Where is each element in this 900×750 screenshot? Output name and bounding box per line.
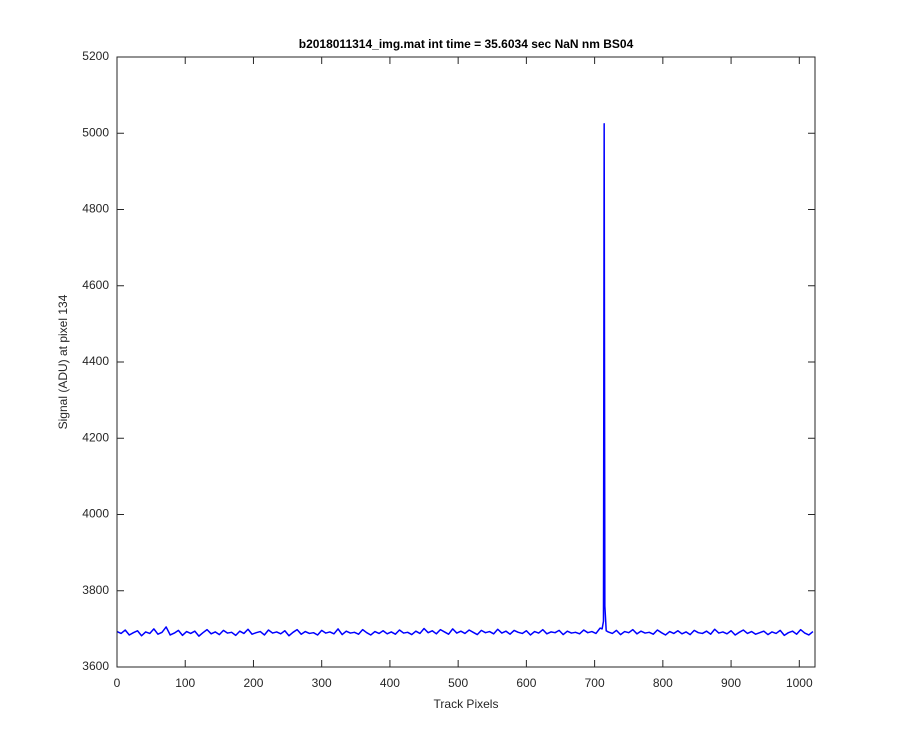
axes-box <box>116 56 816 668</box>
y-tick-label: 5000 <box>82 125 109 139</box>
x-tick-label: 1000 <box>786 676 813 690</box>
x-tick-label: 700 <box>585 676 605 690</box>
y-tick-label: 4600 <box>82 278 109 292</box>
y-tick-label: 4000 <box>82 507 109 521</box>
y-tick-label: 4200 <box>82 430 109 444</box>
x-tick-label: 800 <box>653 676 673 690</box>
x-tick-label: 900 <box>721 676 741 690</box>
x-axis-label: Track Pixels <box>434 697 499 711</box>
x-tick-label: 0 <box>114 676 121 690</box>
y-tick-label: 3800 <box>82 583 109 597</box>
y-axis-label: Signal (ADU) at pixel 134 <box>56 294 70 429</box>
x-tick-label: 500 <box>448 676 468 690</box>
x-tick-label: 400 <box>380 676 400 690</box>
y-tick-label: 4800 <box>82 202 109 216</box>
y-tick-label: 3600 <box>82 659 109 673</box>
signal-line <box>116 122 814 637</box>
x-tick-label: 100 <box>175 676 195 690</box>
x-tick-label: 300 <box>312 676 332 690</box>
chart-title: b2018011314_img.mat int time = 35.6034 s… <box>299 37 634 51</box>
y-tick-label: 4400 <box>82 354 109 368</box>
x-tick-label: 200 <box>243 676 263 690</box>
y-tick-label: 5200 <box>82 49 109 63</box>
x-tick-label: 600 <box>516 676 536 690</box>
